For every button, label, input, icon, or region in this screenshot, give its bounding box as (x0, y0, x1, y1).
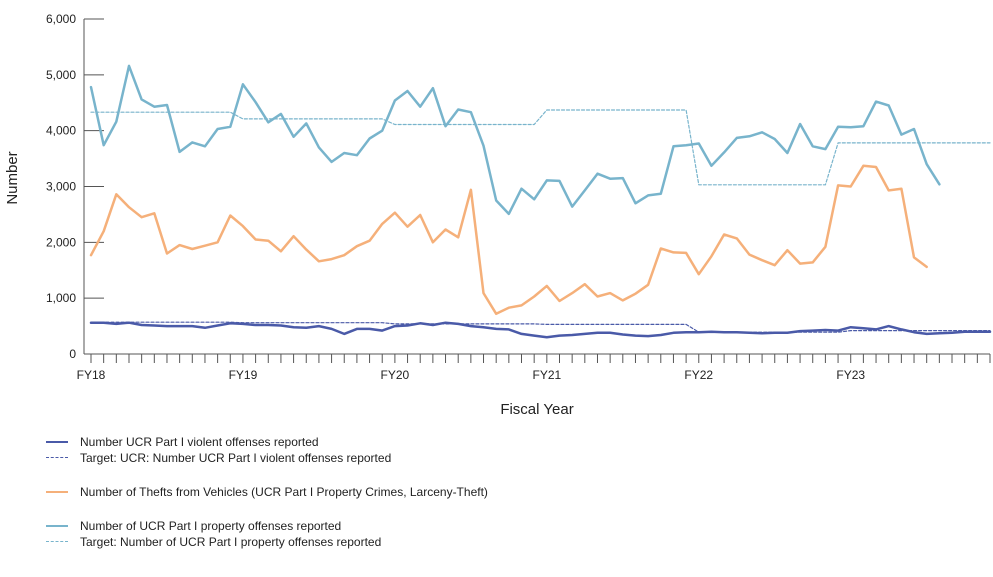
series-line-3 (89, 64, 941, 216)
legend-label-property: Number of UCR Part I property offenses r… (80, 519, 342, 533)
legend: Number UCR Part I violent offenses repor… (46, 434, 946, 550)
legend-label-violent-target: Target: UCR: Number UCR Part I violent o… (80, 451, 392, 465)
y-tick-label: 2,000 (46, 235, 76, 249)
y-axis: 0 1,000 2,000 3,000 4,000 5,000 6,000 (46, 12, 104, 361)
x-tick-label: FY22 (684, 368, 713, 382)
legend-item-property-target: Target: Number of UCR Part I property of… (46, 534, 946, 550)
y-tick-label: 4,000 (46, 124, 76, 138)
series-layer (89, 64, 992, 339)
legend-item-property: Number of UCR Part I property offenses r… (46, 518, 946, 534)
y-axis-title: Number (4, 151, 21, 204)
x-axis: FY18 FY19 FY20 FY21 FY22 FY23 (77, 353, 991, 382)
legend-label-violent: Number UCR Part I violent offenses repor… (80, 435, 319, 449)
series-line-4 (90, 109, 991, 186)
series-line-2 (89, 164, 928, 316)
legend-item-thefts-vehicles: Number of Thefts from Vehicles (UCR Part… (46, 484, 946, 500)
x-tick-label: FY19 (229, 368, 258, 382)
legend-item-violent: Number UCR Part I violent offenses repor… (46, 434, 946, 450)
x-axis-title: Fiscal Year (500, 401, 573, 415)
legend-swatch-violent (46, 441, 68, 443)
x-tick-label: FY20 (381, 368, 410, 382)
x-tick-label: FY23 (836, 368, 865, 382)
legend-swatch-violent-target (46, 457, 68, 458)
legend-swatch-property (46, 525, 68, 527)
legend-item-violent-target: Target: UCR: Number UCR Part I violent o… (46, 450, 946, 466)
legend-label-thefts-vehicles: Number of Thefts from Vehicles (UCR Part… (80, 485, 488, 499)
legend-label-property-target: Target: Number of UCR Part I property of… (80, 535, 382, 549)
legend-swatch-thefts-vehicles (46, 491, 68, 493)
legend-swatch-property-target (46, 541, 68, 542)
x-tick-label: FY21 (532, 368, 561, 382)
y-tick-label: 3,000 (46, 180, 76, 194)
series-line-0 (89, 321, 992, 339)
y-tick-label: 0 (69, 347, 76, 361)
line-chart: 0 1,000 2,000 3,000 4,000 5,000 6,000 FY18 FY19… (4, 12, 992, 415)
y-tick-label: 5,000 (46, 68, 76, 82)
y-tick-label: 6,000 (46, 12, 76, 26)
y-tick-label: 1,000 (46, 291, 76, 305)
x-tick-label: FY18 (77, 368, 106, 382)
